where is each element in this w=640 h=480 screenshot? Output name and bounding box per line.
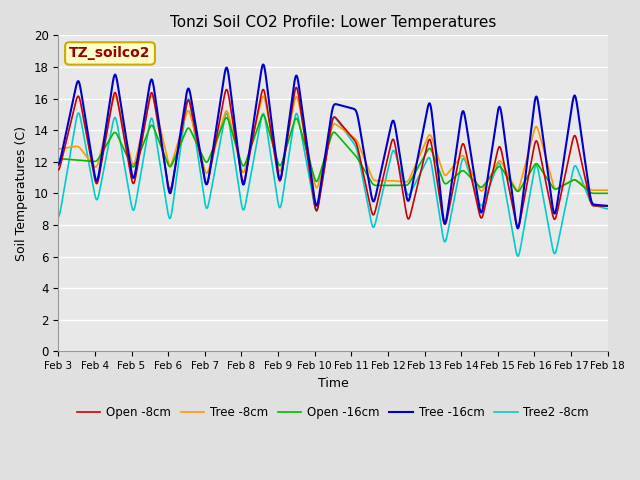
Tree -16cm [534,99,542,105]
Tree -8cm [604,187,611,193]
Tree -16cm [604,203,611,209]
Open -8cm [534,142,542,147]
Tree -16cm [150,83,157,89]
Open -16cm [265,129,273,134]
Tree2 -8cm [54,214,62,220]
Open -8cm [593,203,601,209]
Tree2 -8cm [150,121,157,127]
Open -8cm [54,167,62,173]
Tree2 -8cm [289,126,297,132]
Tree -8cm [534,127,542,132]
Open -8cm [604,203,611,209]
Open -16cm [593,191,601,196]
Title: Tonzi Soil CO2 Profile: Lower Temperatures: Tonzi Soil CO2 Profile: Lower Temperatur… [170,15,496,30]
Open -8cm [514,224,522,229]
Tree -8cm [477,188,485,194]
Tree2 -8cm [265,142,273,147]
Tree -16cm [54,162,62,168]
Open -16cm [54,156,62,162]
Tree -16cm [514,226,522,231]
Tree2 -8cm [534,167,542,172]
Open -16cm [150,124,157,130]
Text: TZ_soilco2: TZ_soilco2 [69,47,151,60]
Tree -8cm [150,97,157,103]
X-axis label: Time: Time [317,377,348,390]
Tree -16cm [289,89,297,95]
Open -16cm [534,162,541,168]
Open -8cm [265,116,273,121]
Open -16cm [117,140,125,146]
Open -8cm [292,84,300,90]
Tree2 -8cm [593,203,601,209]
Line: Tree -16cm: Tree -16cm [58,64,607,228]
Open -16cm [289,123,297,129]
Line: Tree2 -8cm: Tree2 -8cm [58,99,607,256]
Tree -8cm [289,106,297,111]
Tree2 -8cm [514,253,522,259]
Tree -16cm [117,102,125,108]
Tree -8cm [117,114,125,120]
Line: Open -16cm: Open -16cm [58,115,607,193]
Tree2 -8cm [184,96,192,102]
Open -16cm [593,191,601,196]
Tree -8cm [54,146,62,152]
Tree -16cm [265,99,273,105]
Legend: Open -8cm, Tree -8cm, Open -16cm, Tree -16cm, Tree2 -8cm: Open -8cm, Tree -8cm, Open -16cm, Tree -… [72,401,594,424]
Tree -16cm [259,61,267,67]
Open -8cm [289,100,296,106]
Tree -16cm [593,202,601,208]
Tree -8cm [265,118,273,124]
Y-axis label: Soil Temperatures (C): Soil Temperatures (C) [15,126,28,261]
Tree2 -8cm [117,142,125,148]
Open -8cm [150,95,157,101]
Open -16cm [259,112,267,118]
Tree2 -8cm [604,206,611,212]
Tree -8cm [111,93,119,98]
Tree -8cm [593,187,601,193]
Line: Open -8cm: Open -8cm [58,87,607,227]
Line: Tree -8cm: Tree -8cm [58,96,607,191]
Open -16cm [604,191,611,196]
Open -8cm [117,117,125,122]
